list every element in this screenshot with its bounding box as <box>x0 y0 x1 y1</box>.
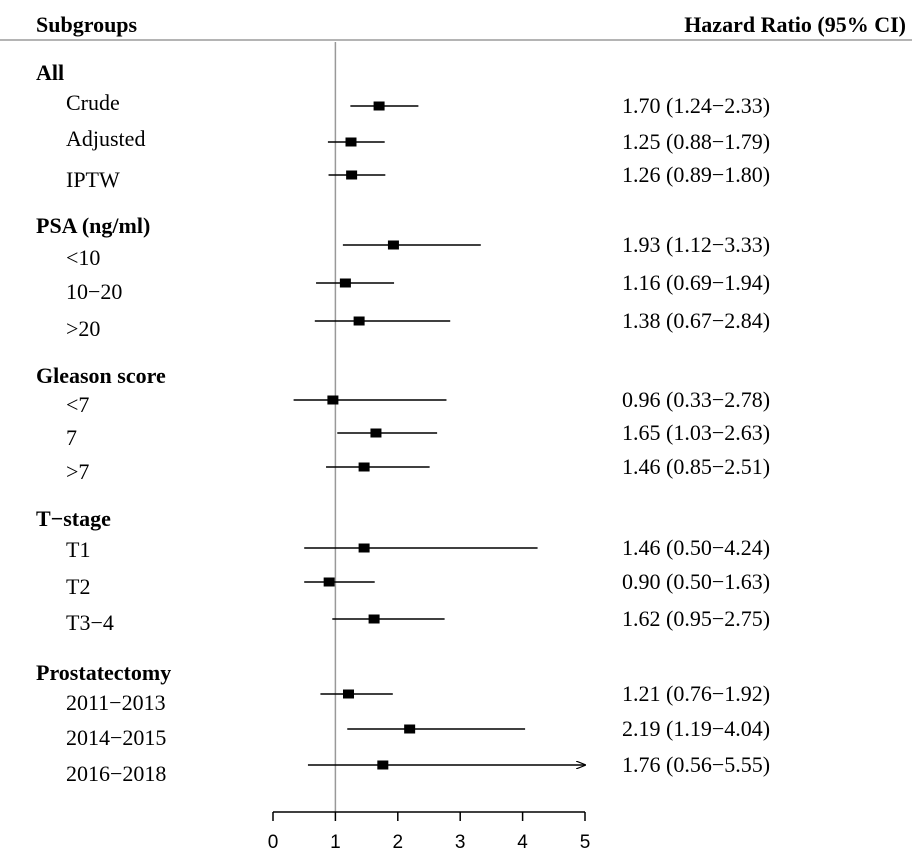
ci-text: 1.62 (0.95−2.75) <box>622 606 770 631</box>
row-label: 10−20 <box>66 279 122 304</box>
row-label: T3−4 <box>66 610 114 635</box>
hr-point <box>343 689 355 699</box>
row-label: 2011−2013 <box>66 690 166 715</box>
hr-point <box>346 170 358 180</box>
row-label: T2 <box>66 574 90 599</box>
x-tick-label: 0 <box>268 832 279 853</box>
ci-text: 1.46 (0.85−2.51) <box>622 454 770 479</box>
ci-text: 2.19 (1.19−4.04) <box>622 716 770 741</box>
row-label: <10 <box>66 245 100 270</box>
row-label: T1 <box>66 537 90 562</box>
row-label: IPTW <box>66 167 120 192</box>
row-label: <7 <box>66 392 89 417</box>
x-tick-label: 2 <box>393 832 404 853</box>
row-label: Adjusted <box>66 126 145 151</box>
group-title: T−stage <box>36 506 111 531</box>
group-title: Prostatectomy <box>36 660 171 685</box>
hr-point <box>323 577 335 587</box>
ci-text: 1.93 (1.12−3.33) <box>622 232 770 257</box>
ci-text: 1.65 (1.03−2.63) <box>622 420 770 445</box>
ci-text: 1.38 (0.67−2.84) <box>622 308 770 333</box>
hr-point <box>358 462 370 472</box>
hr-point <box>358 543 370 553</box>
group-title: PSA (ng/ml) <box>36 213 150 238</box>
hr-point <box>353 316 365 326</box>
ci-text: 0.90 (0.50−1.63) <box>622 569 770 594</box>
hr-point <box>327 395 339 405</box>
ci-text: 1.16 (0.69−1.94) <box>622 270 770 295</box>
x-tick-label: 5 <box>580 832 591 853</box>
hr-point <box>345 137 357 147</box>
x-axis: 0 1 2 3 4 5 <box>268 811 591 853</box>
hazard-ratio-header: Hazard Ratio (95% CI) <box>684 12 906 37</box>
hr-point <box>339 278 351 288</box>
x-tick-label: 1 <box>330 832 341 853</box>
group-title: Gleason score <box>36 363 166 388</box>
row-label: Crude <box>66 90 120 115</box>
row-label: 7 <box>66 425 77 450</box>
ci-text: 1.26 (0.89−1.80) <box>622 162 770 187</box>
ci-text: 1.25 (0.88−1.79) <box>622 129 770 154</box>
hr-point <box>404 724 416 734</box>
hr-point <box>368 614 380 624</box>
ci-text: 1.21 (0.76−1.92) <box>622 681 770 706</box>
ci-text: 1.46 (0.50−4.24) <box>622 535 770 560</box>
row-label: 2014−2015 <box>66 725 166 750</box>
x-tick-label: 3 <box>455 832 466 853</box>
hr-point <box>377 760 389 770</box>
group-title: All <box>36 60 64 85</box>
row-label: 2016−2018 <box>66 761 166 786</box>
ci-text: 0.96 (0.33−2.78) <box>622 387 770 412</box>
subgroups-header: Subgroups <box>36 12 138 37</box>
hr-point <box>387 240 399 250</box>
hr-point <box>373 101 385 111</box>
row-label: >7 <box>66 459 89 484</box>
hr-point <box>370 428 382 438</box>
x-tick-label: 4 <box>517 832 528 853</box>
ci-text: 1.76 (0.56−5.55) <box>622 752 770 777</box>
ci-text: 1.70 (1.24−2.33) <box>622 93 770 118</box>
row-label: >20 <box>66 316 100 341</box>
